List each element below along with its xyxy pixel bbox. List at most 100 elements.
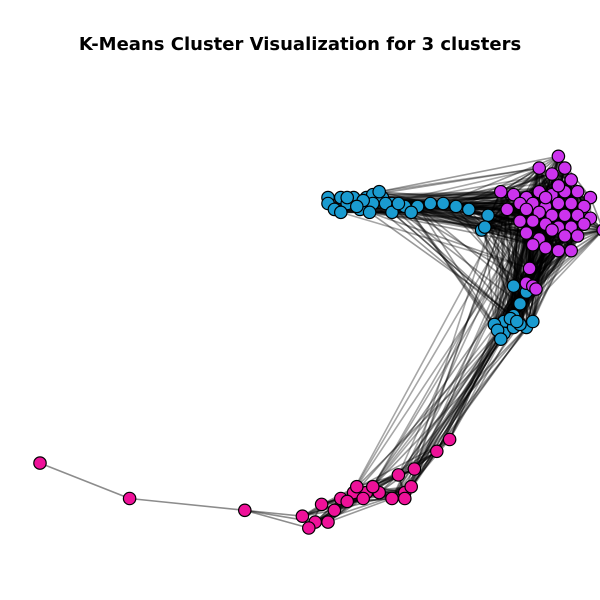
cluster-2-node [321,515,335,529]
cluster-1-node [570,229,585,243]
cluster-0-node [481,208,495,223]
graph-edge [535,212,540,290]
graph-edge [369,211,530,270]
graph-edge [404,326,528,494]
cluster-2-node [385,491,399,506]
graph-edge [525,231,600,293]
graph-edge [244,509,310,529]
graph-edge [487,214,528,284]
cluster-1-node [538,240,553,255]
cluster-0-node [506,279,521,293]
cluster-1-node [493,184,508,199]
graph-edge [404,318,512,494]
graph-edge [455,190,502,208]
cluster-2-node [301,521,316,535]
graph-edge [503,212,540,322]
cluster-2-node [391,468,406,482]
graph-edge [397,315,515,476]
cluster-0-node [477,220,492,234]
cluster-0-node [349,199,364,214]
cluster-0-node [372,184,386,199]
graph-edge [532,250,572,287]
cluster-0-node [340,190,354,205]
graph-edge [413,209,508,470]
cluster-0-node [423,196,438,211]
graph-edge [416,206,496,325]
graph-edge [468,193,514,211]
graph-edge [404,206,547,493]
graph-edge [448,330,499,440]
cluster-1-node [557,161,572,175]
cluster-2-node [365,479,380,494]
graph-edge [487,214,527,234]
graph-edge [436,238,540,452]
graph-edge [500,155,559,193]
cluster-1-node [500,202,514,217]
graph-edge [391,211,518,323]
graph-edge [535,226,560,290]
graph-edge [404,338,502,499]
graph-edge [379,190,533,205]
graph-edge [379,167,540,193]
cluster-2-node [407,462,422,476]
graph-edge [532,250,560,287]
graph-edge [404,191,502,493]
graph-edge [487,214,531,269]
graph-edge [468,208,527,234]
graph-edge [417,205,515,287]
graph-edge [372,450,438,488]
graph-edge [372,211,540,488]
graph-edge [468,208,534,246]
graph-edge [493,209,528,325]
graph-edge [372,326,527,488]
graph-edge [513,155,559,196]
graph-edge [516,232,600,323]
graph-edge [413,323,521,470]
graph-edge [484,202,521,228]
graph-edge [410,211,502,340]
graph-edge [404,205,499,331]
graph-edge [500,191,505,322]
graph-edge [480,229,528,284]
graph-edge [484,227,496,325]
cluster-1-node [564,173,578,187]
graph-edge [535,229,553,290]
cluster-2-node [349,479,364,494]
graph-edge [397,203,521,476]
cluster-1-node [551,149,566,164]
graph-edge [378,450,438,494]
graph-edge [493,226,572,325]
graph-edge [410,211,537,290]
graph-edge [525,235,579,284]
cluster-2-node [429,444,444,459]
graph-edge [500,173,553,193]
graph-edge [410,450,438,488]
graph-edge [39,462,130,500]
cluster-0-node [449,199,463,214]
graph-edge [496,209,508,331]
cluster-2-node [397,491,412,506]
graph-edge [512,232,528,287]
graph-edge [379,155,559,193]
graph-edge [532,226,560,287]
graph-edge [372,190,501,196]
graph-edge [455,205,515,287]
cluster-1-node [529,282,543,296]
graph-edge [487,215,515,328]
cluster-1-node [519,202,534,217]
graph-edge [480,229,515,287]
graph-edge [356,474,399,488]
cluster-2-node [327,503,342,518]
cluster-1-node [538,190,553,205]
graph-edge [327,497,393,523]
cluster-0-node [525,314,540,329]
graph-edge [356,323,521,488]
graph-edge [481,229,534,246]
cluster-2-node [442,432,457,447]
graph-edge [484,226,528,284]
cluster-1-node [522,261,537,276]
cluster-1-node [545,223,559,237]
cluster-1-node [551,243,566,258]
graph-edge [404,318,512,494]
